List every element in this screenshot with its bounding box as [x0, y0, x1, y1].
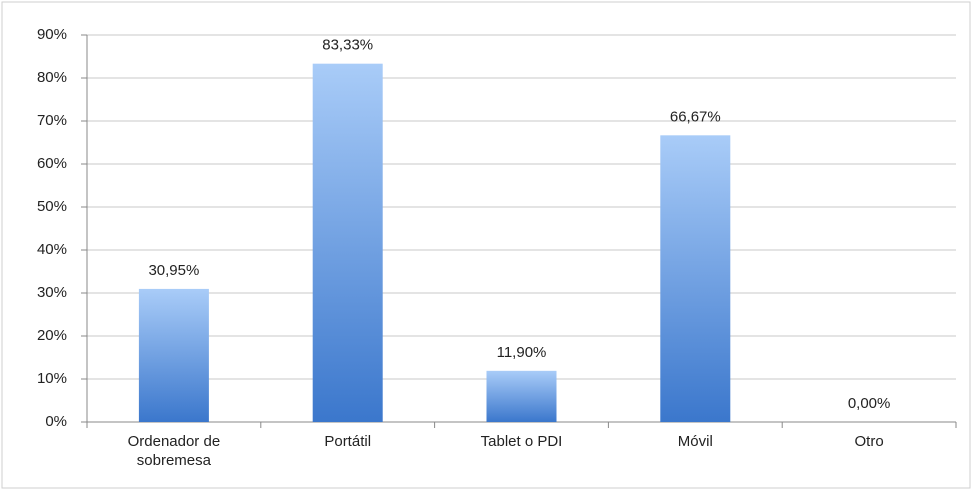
- x-tick-label: Móvil: [677, 433, 713, 450]
- x-tick-label: Ordenador de sobremesa: [127, 433, 221, 469]
- x-tick-label: Tablet o PDI: [480, 433, 563, 450]
- value-label: 11,90%: [497, 344, 547, 361]
- y-tick-label: 50%: [37, 198, 67, 215]
- value-label: 0,00%: [848, 395, 891, 412]
- value-label: 30,95%: [148, 262, 199, 279]
- bar: [660, 135, 731, 422]
- x-tick-label: Otro: [854, 433, 884, 450]
- y-tick-label: 80%: [37, 69, 67, 86]
- y-tick-label: 90%: [37, 26, 67, 43]
- bar: [486, 370, 557, 422]
- y-tick-label: 10%: [37, 370, 67, 387]
- x-tick-label: Portátil: [324, 433, 372, 450]
- y-tick-label: 0%: [45, 413, 67, 430]
- y-tick-label: 60%: [37, 155, 67, 172]
- y-tick-label: 20%: [37, 327, 67, 344]
- y-tick-label: 40%: [37, 241, 67, 258]
- y-tick-label: 30%: [37, 284, 67, 301]
- value-label: 66,67%: [670, 108, 721, 125]
- bar: [312, 63, 383, 422]
- bar: [138, 288, 209, 422]
- value-label: 83,33%: [322, 37, 373, 54]
- y-tick-label: 70%: [37, 112, 67, 129]
